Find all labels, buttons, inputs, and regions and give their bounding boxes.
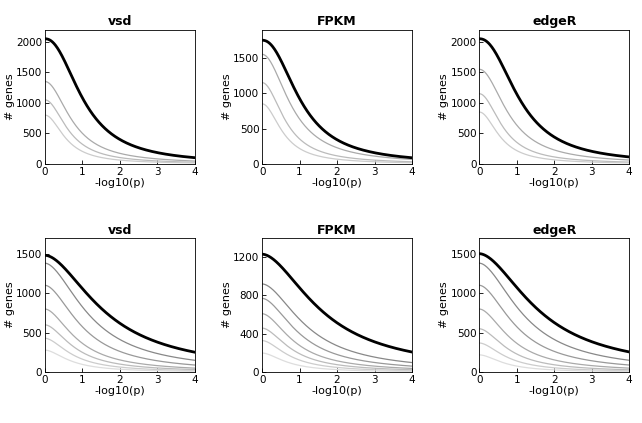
Y-axis label: # genes: # genes [221, 74, 232, 120]
Y-axis label: # genes: # genes [439, 74, 449, 120]
Title: edgeR: edgeR [532, 16, 577, 28]
Title: vsd: vsd [108, 224, 132, 237]
X-axis label: -log10(p): -log10(p) [311, 386, 363, 396]
X-axis label: -log10(p): -log10(p) [529, 386, 580, 396]
Title: FPKM: FPKM [317, 224, 357, 237]
Title: vsd: vsd [108, 16, 132, 28]
Y-axis label: # genes: # genes [4, 282, 15, 328]
Y-axis label: # genes: # genes [439, 282, 449, 328]
Title: FPKM: FPKM [317, 16, 357, 28]
X-axis label: -log10(p): -log10(p) [311, 178, 363, 188]
X-axis label: -log10(p): -log10(p) [529, 178, 580, 188]
X-axis label: -log10(p): -log10(p) [94, 386, 145, 396]
X-axis label: -log10(p): -log10(p) [94, 178, 145, 188]
Y-axis label: # genes: # genes [221, 282, 232, 328]
Y-axis label: # genes: # genes [4, 74, 15, 120]
Title: edgeR: edgeR [532, 224, 577, 237]
